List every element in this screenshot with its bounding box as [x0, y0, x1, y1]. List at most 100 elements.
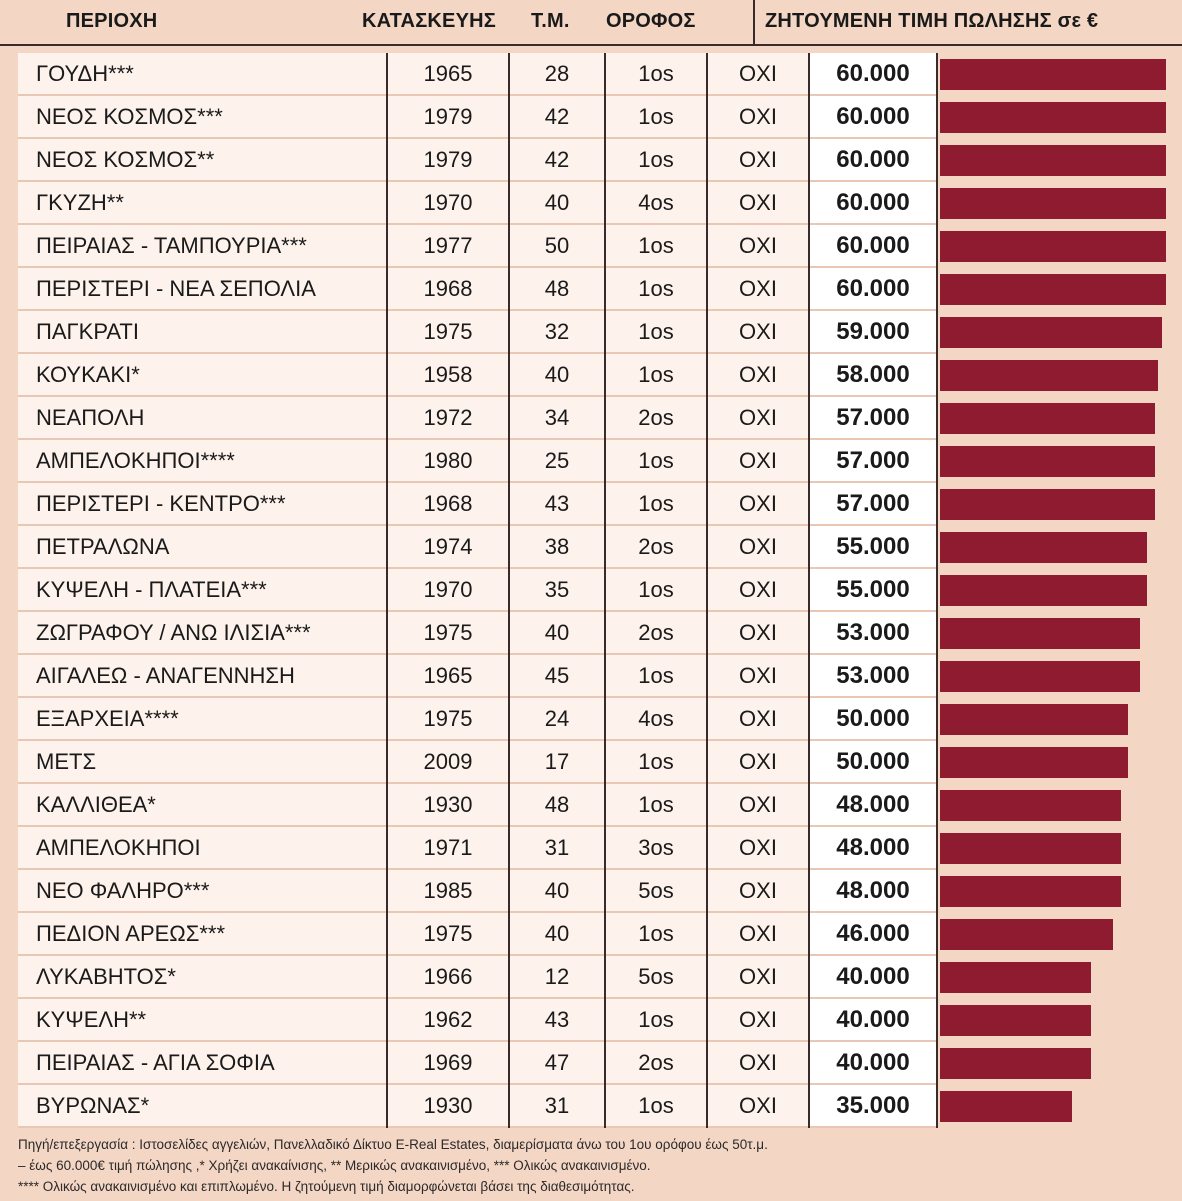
- renovation-cell: ΟΧΙ: [708, 225, 808, 268]
- floor-cell: 1os: [606, 139, 706, 182]
- sqm-cell: 45: [510, 655, 604, 698]
- year-cell: 1971: [388, 827, 508, 870]
- bar-track: [936, 1085, 1170, 1128]
- floor-cell: 1os: [606, 311, 706, 354]
- floor-cell: 1os: [606, 913, 706, 956]
- sqm-cell: 31: [510, 1085, 604, 1128]
- price-bar: [940, 876, 1121, 907]
- header-sqm: Τ.Μ.: [531, 10, 570, 32]
- renovation-cell: ΟΧΙ: [708, 354, 808, 397]
- area-cell: ΑΜΠΕΛΟΚΗΠΟΙ: [18, 827, 386, 870]
- year-cell: 1980: [388, 440, 508, 483]
- renovation-cell: ΟΧΙ: [708, 440, 808, 483]
- floor-cell: 2os: [606, 526, 706, 569]
- price-cell: 48.000: [810, 827, 936, 870]
- table-row: ΑΜΠΕΛΟΚΗΠΟΙ**** 1980 25 1os ΟΧΙ 57.000: [18, 440, 1170, 483]
- floor-cell: 1os: [606, 440, 706, 483]
- note-line: Πηγή/επεξεργασία : Ιστοσελίδες αγγελιών,…: [18, 1137, 768, 1152]
- year-cell: 1975: [388, 612, 508, 655]
- bar-track: [936, 956, 1170, 999]
- table-row: ΚΥΨΕΛΗ - ΠΛΑΤΕΙΑ*** 1970 35 1os ΟΧΙ 55.000: [18, 569, 1170, 612]
- bar-track: [936, 225, 1170, 268]
- price-bar: [940, 317, 1162, 348]
- bar-track: [936, 741, 1170, 784]
- table-row: ΠΑΓΚΡΑΤΙ 1975 32 1os ΟΧΙ 59.000: [18, 311, 1170, 354]
- table-row: ΒΥΡΩΝΑΣ* 1930 31 1os ΟΧΙ 35.000: [18, 1085, 1170, 1128]
- renovation-cell: ΟΧΙ: [708, 483, 808, 526]
- price-cell: 57.000: [810, 483, 936, 526]
- renovation-cell: ΟΧΙ: [708, 53, 808, 96]
- area-cell: ΜΕΤΣ: [18, 741, 386, 784]
- renovation-cell: ΟΧΙ: [708, 311, 808, 354]
- header-area: ΠΕΡΙΟΧΗ: [66, 10, 158, 32]
- price-bar: [940, 446, 1155, 477]
- renovation-cell: ΟΧΙ: [708, 1085, 808, 1128]
- table-row: ΚΑΛΛΙΘΕΑ* 1930 48 1os ΟΧΙ 48.000: [18, 784, 1170, 827]
- table-row: ΝΕΟ ΦΑΛΗΡΟ*** 1985 40 5os ΟΧΙ 48.000: [18, 870, 1170, 913]
- price-bar: [940, 704, 1128, 735]
- table-header: ΠΕΡΙΟΧΗ ΚΑΤΑΣΚΕΥΗΣ Τ.Μ. ΟΡΟΦΟΣ ΖΗΤΟΥΜΕΝΗ…: [0, 0, 1182, 46]
- area-cell: ΚΥΨΕΛΗ**: [18, 999, 386, 1042]
- floor-cell: 4os: [606, 182, 706, 225]
- year-cell: 1977: [388, 225, 508, 268]
- table-row: ΑΙΓΑΛΕΩ - ΑΝΑΓΕΝΝΗΣΗ 1965 45 1os ΟΧΙ 53.000: [18, 655, 1170, 698]
- header-floor: ΟΡΟΦΟΣ: [606, 10, 696, 32]
- renovation-cell: ΟΧΙ: [708, 956, 808, 999]
- floor-cell: 5os: [606, 956, 706, 999]
- area-cell: ΚΑΛΛΙΘΕΑ*: [18, 784, 386, 827]
- price-bar: [940, 532, 1147, 563]
- price-bar: [940, 274, 1166, 305]
- renovation-cell: ΟΧΙ: [708, 139, 808, 182]
- area-cell: ΠΕΡΙΣΤΕΡΙ - ΝΕΑ ΣΕΠΟΛΙΑ: [18, 268, 386, 311]
- price-cell: 60.000: [810, 53, 936, 96]
- table-row: ΜΕΤΣ 2009 17 1os ΟΧΙ 50.000: [18, 741, 1170, 784]
- bar-track: [936, 698, 1170, 741]
- sqm-cell: 24: [510, 698, 604, 741]
- table-row: ΝΕΟΣ ΚΟΣΜΟΣ*** 1979 42 1os ΟΧΙ 60.000: [18, 96, 1170, 139]
- year-cell: 1965: [388, 53, 508, 96]
- price-cell: 48.000: [810, 784, 936, 827]
- price-cell: 60.000: [810, 139, 936, 182]
- price-cell: 50.000: [810, 741, 936, 784]
- price-bar: [940, 790, 1121, 821]
- table-row: ΠΕΡΙΣΤΕΡΙ - ΝΕΑ ΣΕΠΟΛΙΑ 1968 48 1os ΟΧΙ 60.00…: [18, 268, 1170, 311]
- sqm-cell: 47: [510, 1042, 604, 1085]
- year-cell: 1975: [388, 698, 508, 741]
- price-cell: 50.000: [810, 698, 936, 741]
- price-cell: 53.000: [810, 612, 936, 655]
- column-divider: [508, 53, 510, 1128]
- bar-track: [936, 1042, 1170, 1085]
- price-bar: [940, 1048, 1091, 1079]
- price-bar: [940, 661, 1140, 692]
- bar-track: [936, 784, 1170, 827]
- price-bar: [940, 360, 1158, 391]
- bar-track: [936, 139, 1170, 182]
- renovation-cell: ΟΧΙ: [708, 741, 808, 784]
- price-bar: [940, 1005, 1091, 1036]
- table-row: ΠΕΔΙΟΝ ΑΡΕΩΣ*** 1975 40 1os ΟΧΙ 46.000: [18, 913, 1170, 956]
- price-cell: 60.000: [810, 96, 936, 139]
- year-cell: 1972: [388, 397, 508, 440]
- price-bar: [940, 575, 1147, 606]
- column-divider: [706, 53, 708, 1128]
- price-bar: [940, 747, 1128, 778]
- price-cell: 40.000: [810, 956, 936, 999]
- price-bar: [940, 59, 1166, 90]
- bar-track: [936, 870, 1170, 913]
- year-cell: 1970: [388, 569, 508, 612]
- sqm-cell: 12: [510, 956, 604, 999]
- sqm-cell: 43: [510, 999, 604, 1042]
- sqm-cell: 34: [510, 397, 604, 440]
- bar-track: [936, 440, 1170, 483]
- floor-cell: 2os: [606, 397, 706, 440]
- price-bar: [940, 188, 1166, 219]
- floor-cell: 1os: [606, 225, 706, 268]
- price-cell: 60.000: [810, 225, 936, 268]
- area-cell: ΚΥΨΕΛΗ - ΠΛΑΤΕΙΑ***: [18, 569, 386, 612]
- sqm-cell: 50: [510, 225, 604, 268]
- column-divider: [936, 53, 938, 1128]
- table-row: ΠΕΙΡΑΙΑΣ - ΤΑΜΠΟΥΡΙΑ*** 1977 50 1os ΟΧΙ 60.00…: [18, 225, 1170, 268]
- renovation-cell: ΟΧΙ: [708, 268, 808, 311]
- area-cell: ΠΕΡΙΣΤΕΡΙ - ΚΕΝΤΡΟ***: [18, 483, 386, 526]
- floor-cell: 1os: [606, 268, 706, 311]
